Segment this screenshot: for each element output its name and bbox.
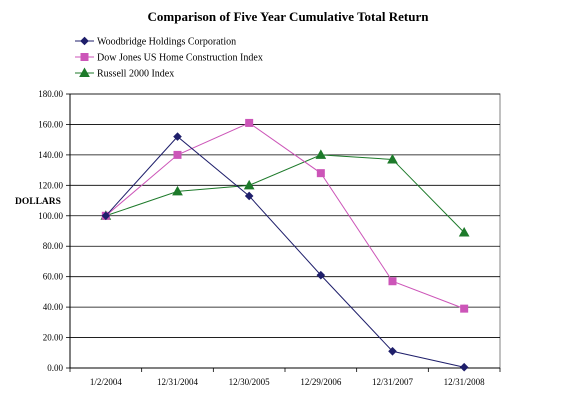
x-tick-label: 12/31/2008 (444, 377, 486, 387)
data-point (173, 132, 182, 141)
data-point (173, 150, 182, 159)
legend-label: Russell 2000 Index (97, 69, 174, 80)
data-point (245, 118, 254, 127)
data-point (459, 362, 469, 372)
data-point (387, 153, 398, 164)
legend-item: Russell 2000 Index (75, 67, 174, 80)
legend-marker (79, 67, 90, 77)
y-tick-label: 80.00 (43, 241, 64, 251)
y-tick-label: 40.00 (43, 302, 64, 312)
series-line (105, 154, 465, 233)
y-axis-label: DOLLARS (15, 197, 61, 207)
legend-label: Woodbridge Holdings Corporation (97, 37, 236, 48)
data-point (243, 179, 255, 190)
data-point (316, 270, 326, 280)
data-point (172, 185, 183, 196)
y-tick-label: 160.00 (38, 119, 63, 129)
legend-item: Dow Jones US Home Construction Index (75, 53, 263, 64)
series-3 (100, 149, 470, 237)
y-tick-label: 140.00 (38, 150, 63, 160)
x-tick-label: 1/2/2004 (90, 377, 123, 387)
legend-item: Woodbridge Holdings Corporation (75, 37, 236, 48)
x-tick-label: 12/31/2007 (372, 377, 414, 387)
x-tick-label: 12/30/2005 (229, 377, 271, 387)
data-point (388, 277, 397, 286)
y-tick-label: 120.00 (38, 180, 63, 190)
y-tick-label: 100.00 (38, 211, 63, 221)
series-line (105, 122, 465, 310)
x-tick-label: 12/31/2004 (157, 377, 199, 387)
legend-marker (80, 53, 89, 61)
legend-label: Dow Jones US Home Construction Index (97, 53, 263, 64)
series-1 (101, 132, 469, 372)
chart-title: Comparison of Five Year Cumulative Total… (148, 9, 430, 24)
y-tick-label: 0.00 (47, 363, 63, 373)
data-point (458, 227, 470, 237)
data-point (101, 211, 111, 221)
y-tick-label: 20.00 (43, 333, 64, 343)
plot-area: 0.00 20.00 40.00 60.00 80.00 100.00 120.00 140.… (38, 89, 501, 387)
data-point (244, 191, 254, 201)
data-point (388, 346, 397, 356)
data-point (316, 169, 325, 178)
y-tick-label: 60.00 (43, 272, 64, 282)
y-tick-label: 180.00 (38, 89, 63, 99)
data-point (315, 149, 327, 159)
legend: Woodbridge Holdings Corporation Dow Jones… (75, 37, 263, 80)
plot-frame (69, 93, 501, 369)
x-tick-label: 12/29/2006 (300, 377, 342, 387)
data-point (460, 304, 469, 313)
series-line (105, 135, 465, 368)
legend-marker (80, 36, 89, 46)
